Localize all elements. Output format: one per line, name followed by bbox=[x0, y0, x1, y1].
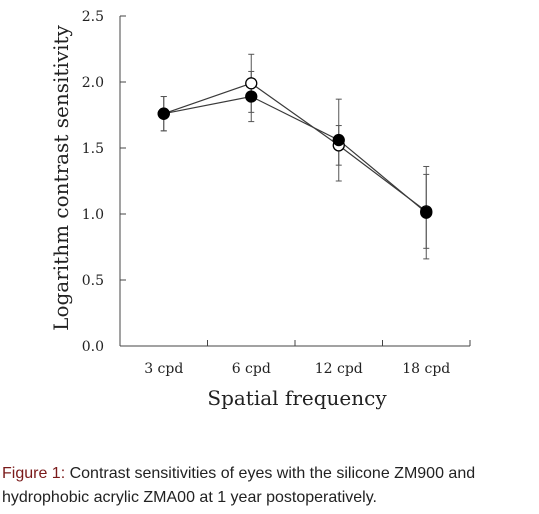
chart: 0.0 0.5 1.0 1.5 2.0 2.5 3 cpd 6 cpd 12 cpd 18 cp… bbox=[49, 9, 471, 410]
series-line-filled bbox=[163, 95, 427, 214]
caption-label: Figure 1: bbox=[2, 465, 66, 482]
x-tick-label: 6 cpd bbox=[232, 361, 271, 377]
y-axis-title: Logarithm contrast sensitivity bbox=[49, 24, 73, 330]
y-ticks: 0.0 0.5 1.0 1.5 2.0 2.5 bbox=[82, 9, 126, 355]
y-tick-label: 0.5 bbox=[82, 273, 104, 289]
point-filled bbox=[420, 206, 433, 219]
figure-caption: Figure 1: Contrast sensitivities of eyes… bbox=[2, 462, 538, 510]
point-open bbox=[245, 77, 258, 90]
y-tick-label: 0.0 bbox=[82, 339, 104, 355]
point-filled bbox=[157, 107, 170, 120]
x-ticks: 3 cpd 6 cpd 12 cpd 18 cpd bbox=[119, 340, 471, 377]
y-tick-label: 2.0 bbox=[82, 75, 104, 91]
series-group bbox=[157, 53, 433, 260]
caption-text: Contrast sensitivities of eyes with the … bbox=[2, 465, 476, 506]
point-filled bbox=[332, 133, 345, 147]
x-axis-title: Spatial frequency bbox=[207, 386, 387, 410]
y-tick-label: 1.5 bbox=[82, 141, 104, 157]
x-tick-label: 12 cpd bbox=[315, 361, 363, 377]
x-tick-label: 18 cpd bbox=[402, 361, 450, 377]
series-line-open bbox=[163, 82, 427, 212]
x-tick-label: 3 cpd bbox=[144, 361, 183, 377]
y-tick-label: 1.0 bbox=[82, 207, 104, 223]
point-filled bbox=[245, 90, 258, 103]
y-tick-label: 2.5 bbox=[82, 9, 104, 25]
